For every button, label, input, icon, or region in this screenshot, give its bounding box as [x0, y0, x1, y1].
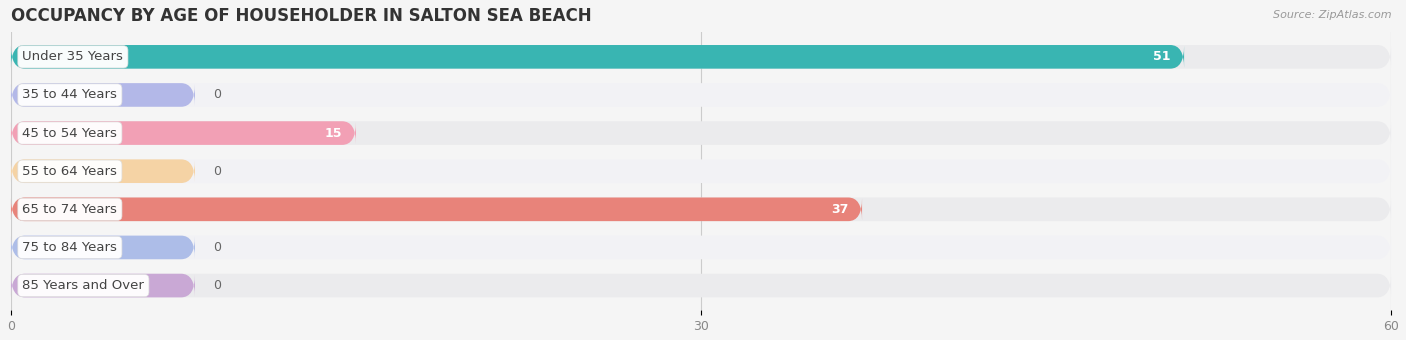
- Text: 55 to 64 Years: 55 to 64 Years: [22, 165, 117, 178]
- FancyBboxPatch shape: [11, 83, 195, 107]
- FancyBboxPatch shape: [11, 274, 1391, 298]
- Text: 51: 51: [1153, 50, 1170, 63]
- Text: 0: 0: [214, 279, 221, 292]
- Text: 35 to 44 Years: 35 to 44 Years: [22, 88, 117, 101]
- FancyBboxPatch shape: [11, 236, 1391, 259]
- Text: Source: ZipAtlas.com: Source: ZipAtlas.com: [1274, 10, 1392, 20]
- Text: 0: 0: [214, 241, 221, 254]
- FancyBboxPatch shape: [11, 45, 1391, 69]
- Text: Under 35 Years: Under 35 Years: [22, 50, 124, 63]
- Text: 85 Years and Over: 85 Years and Over: [22, 279, 145, 292]
- Text: 65 to 74 Years: 65 to 74 Years: [22, 203, 117, 216]
- FancyBboxPatch shape: [11, 159, 195, 183]
- FancyBboxPatch shape: [11, 83, 1391, 107]
- Text: 45 to 54 Years: 45 to 54 Years: [22, 126, 117, 140]
- FancyBboxPatch shape: [11, 121, 1391, 145]
- Text: 75 to 84 Years: 75 to 84 Years: [22, 241, 117, 254]
- Text: OCCUPANCY BY AGE OF HOUSEHOLDER IN SALTON SEA BEACH: OCCUPANCY BY AGE OF HOUSEHOLDER IN SALTO…: [11, 7, 592, 25]
- FancyBboxPatch shape: [11, 198, 862, 221]
- FancyBboxPatch shape: [11, 121, 356, 145]
- FancyBboxPatch shape: [11, 45, 1184, 69]
- Text: 37: 37: [831, 203, 848, 216]
- FancyBboxPatch shape: [11, 198, 1391, 221]
- Text: 0: 0: [214, 165, 221, 178]
- Text: 0: 0: [214, 88, 221, 101]
- FancyBboxPatch shape: [11, 236, 195, 259]
- Text: 15: 15: [325, 126, 342, 140]
- FancyBboxPatch shape: [11, 159, 1391, 183]
- FancyBboxPatch shape: [11, 274, 195, 298]
